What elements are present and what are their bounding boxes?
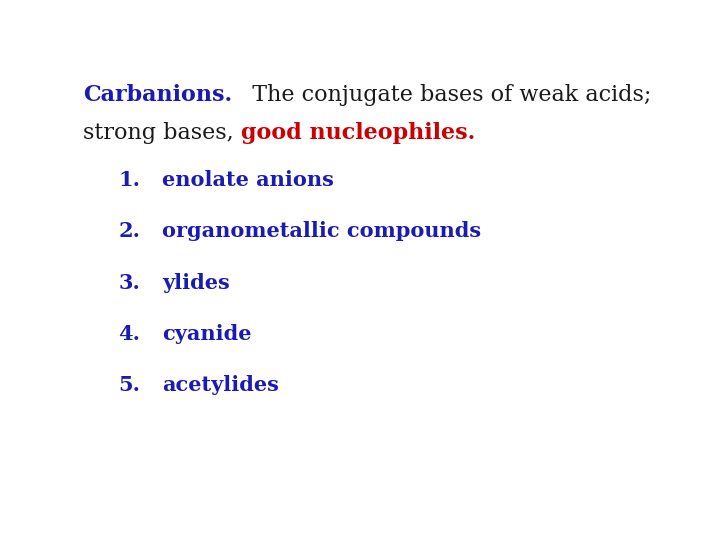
Text: enolate anions: enolate anions	[162, 170, 334, 190]
Text: 2.: 2.	[118, 221, 140, 241]
Text: 5.: 5.	[118, 375, 140, 395]
Text: good nucleophiles.: good nucleophiles.	[240, 122, 475, 144]
Text: cyanide: cyanide	[162, 324, 251, 344]
Text: 3.: 3.	[119, 273, 140, 293]
Text: Carbanions.: Carbanions.	[83, 84, 232, 106]
Text: strong bases,: strong bases,	[83, 122, 240, 144]
Text: organometallic compounds: organometallic compounds	[162, 221, 481, 241]
Text: 4.: 4.	[118, 324, 140, 344]
Text: acetylides: acetylides	[162, 375, 279, 395]
Text: The conjugate bases of weak acids;: The conjugate bases of weak acids;	[238, 84, 651, 106]
Text: 1.: 1.	[118, 170, 140, 190]
Text: ylides: ylides	[162, 273, 230, 293]
